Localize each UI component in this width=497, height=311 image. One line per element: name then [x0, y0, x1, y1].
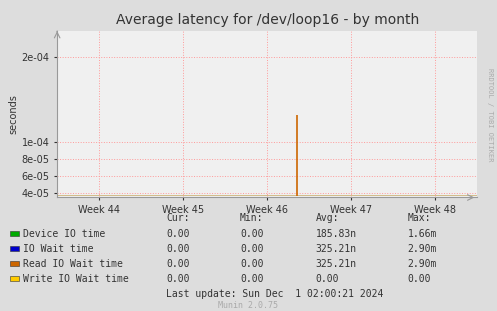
Text: Max:: Max: — [408, 213, 431, 223]
Text: 0.00: 0.00 — [166, 244, 190, 254]
Text: Min:: Min: — [240, 213, 263, 223]
Text: 2.90m: 2.90m — [408, 244, 437, 254]
Text: 1.66m: 1.66m — [408, 229, 437, 239]
Text: 0.00: 0.00 — [240, 259, 263, 269]
Text: Last update: Sun Dec  1 02:00:21 2024: Last update: Sun Dec 1 02:00:21 2024 — [166, 289, 384, 299]
Text: 0.00: 0.00 — [166, 274, 190, 284]
Y-axis label: seconds: seconds — [9, 94, 19, 134]
Text: 0.00: 0.00 — [316, 274, 339, 284]
Text: 2.90m: 2.90m — [408, 259, 437, 269]
Text: Munin 2.0.75: Munin 2.0.75 — [219, 301, 278, 310]
Text: Avg:: Avg: — [316, 213, 339, 223]
Title: Average latency for /dev/loop16 - by month: Average latency for /dev/loop16 - by mon… — [115, 13, 419, 27]
Text: 185.83n: 185.83n — [316, 229, 357, 239]
Text: Device IO time: Device IO time — [23, 229, 105, 239]
Text: IO Wait time: IO Wait time — [23, 244, 93, 254]
Text: 0.00: 0.00 — [240, 229, 263, 239]
Text: 0.00: 0.00 — [240, 274, 263, 284]
Text: 0.00: 0.00 — [166, 229, 190, 239]
Text: 0.00: 0.00 — [240, 244, 263, 254]
Text: Cur:: Cur: — [166, 213, 190, 223]
Text: 325.21n: 325.21n — [316, 259, 357, 269]
Text: 0.00: 0.00 — [166, 259, 190, 269]
Text: Write IO Wait time: Write IO Wait time — [23, 274, 129, 284]
Text: Read IO Wait time: Read IO Wait time — [23, 259, 123, 269]
Text: 325.21n: 325.21n — [316, 244, 357, 254]
Text: RRDTOOL / TOBI OETIKER: RRDTOOL / TOBI OETIKER — [487, 68, 493, 162]
Text: 0.00: 0.00 — [408, 274, 431, 284]
